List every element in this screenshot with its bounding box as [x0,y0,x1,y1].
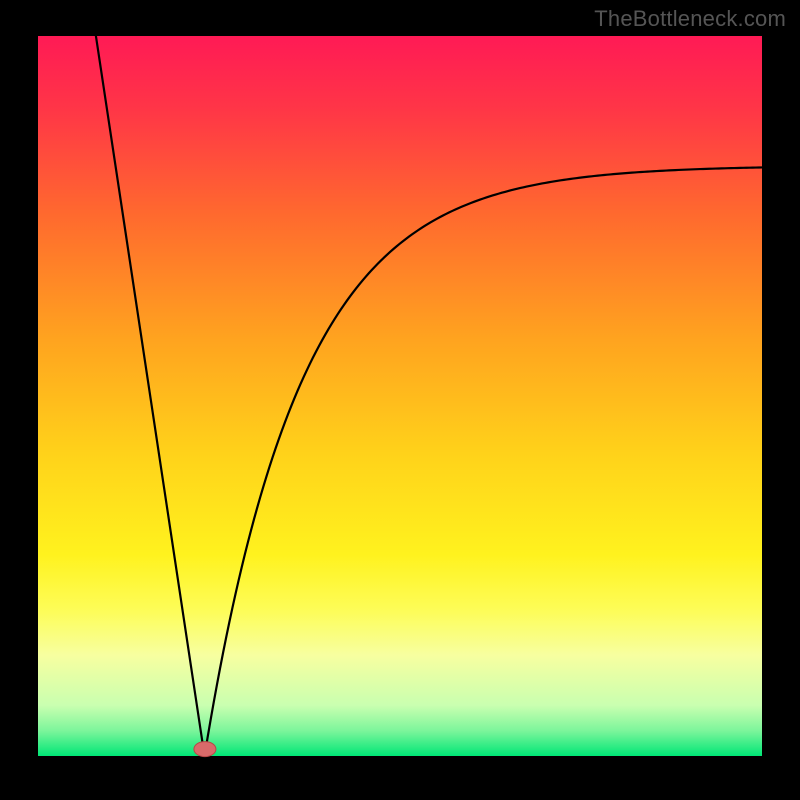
optimum-marker [193,741,216,757]
curve-path [96,36,762,756]
chart-frame: TheBottleneck.com [0,0,800,800]
bottleneck-curve [0,0,800,800]
